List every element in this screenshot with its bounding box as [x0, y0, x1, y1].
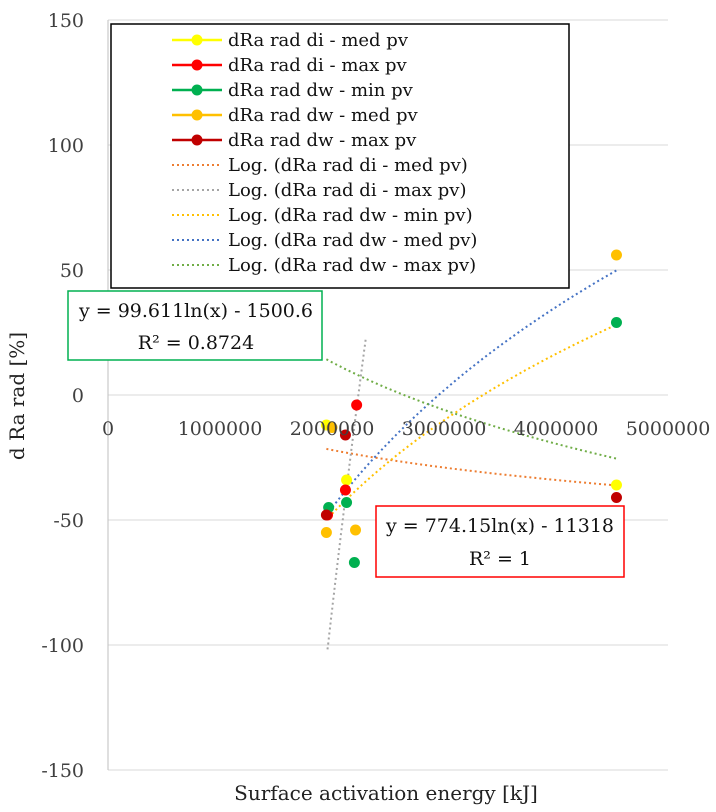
- data-point: [320, 527, 332, 538]
- annotation-equation: y = 99.611ln(x) - 1500.6: [78, 300, 313, 322]
- legend-label: dRa rad di - max pv: [228, 55, 408, 76]
- data-point: [341, 474, 353, 486]
- x-tick-label: 3000000: [402, 418, 487, 440]
- legend-box: [110, 23, 570, 289]
- tick-labels: 150 100 50 0 -50 -100 -150 0 1000000 2000000 30000…: [41, 10, 710, 782]
- annotation-box-red: [375, 505, 625, 578]
- y-axis-title: d Ra rad [%]: [5, 332, 29, 460]
- annotation-equation: y = 774.15ln(x) - 11318: [385, 515, 614, 537]
- legend: dRa rad di - med pv dRa rad di - max pv dR…: [110, 23, 570, 289]
- x-axis-title: Surface activation energy [kJ]: [234, 781, 538, 805]
- legend-label: dRa rad dw - max pv: [228, 130, 417, 151]
- legend-marker: [191, 84, 203, 96]
- legend-label: dRa rad di - med pv: [228, 30, 409, 51]
- legend-marker: [191, 59, 203, 71]
- data-point: [320, 509, 332, 521]
- y-tick-label: 150: [48, 10, 84, 32]
- trendline: [325, 358, 617, 460]
- x-tick-label: 1000000: [178, 418, 263, 440]
- data-point: [326, 422, 338, 433]
- legend-label: dRa rad dw - min pv: [228, 80, 414, 101]
- legend-label: Log. (dRa rad dw - max pv): [228, 255, 476, 276]
- y-tick-label: -50: [53, 510, 84, 532]
- data-point: [350, 524, 362, 536]
- data-points: [320, 249, 622, 568]
- legend-label: Log. (dRa rad dw - med pv): [228, 230, 477, 251]
- y-tick-label: -150: [41, 760, 84, 782]
- data-point: [351, 399, 363, 411]
- x-tick-label: 0: [102, 418, 114, 440]
- annotation-r-squared: R² = 0.8724: [138, 332, 254, 354]
- y-tick-label: 100: [48, 135, 84, 157]
- y-tick-label: 50: [60, 260, 84, 282]
- data-point: [610, 249, 622, 261]
- data-point: [339, 429, 351, 441]
- trendline-equation-di-max: y = 774.15ln(x) - 11318 R² = 1: [375, 505, 625, 578]
- legend-label: Log. (dRa rad dw - min pv): [228, 205, 473, 226]
- legend-marker: [191, 134, 203, 146]
- data-point: [341, 497, 353, 508]
- x-tick-label: 5000000: [626, 418, 711, 440]
- data-point: [339, 484, 351, 496]
- y-tick-label: 0: [72, 385, 84, 407]
- trendline: [326, 447, 617, 487]
- legend-marker: [191, 109, 203, 121]
- legend-label: Log. (dRa rad di - med pv): [228, 155, 468, 176]
- trendline: [326, 339, 367, 650]
- trendline: [325, 269, 617, 516]
- x-tick-label: 2000000: [290, 418, 375, 440]
- data-point: [610, 317, 622, 328]
- data-point: [610, 479, 622, 491]
- data-point: [348, 557, 360, 568]
- legend-marker: [191, 34, 203, 46]
- data-point: [610, 492, 622, 503]
- y-tick-label: -100: [41, 635, 84, 657]
- annotation-r-squared: R² = 1: [469, 548, 531, 570]
- legend-label: Log. (dRa rad di - max pv): [228, 180, 467, 201]
- trendlines: [325, 269, 617, 650]
- trendline: [327, 323, 617, 519]
- x-tick-label: 4000000: [514, 418, 599, 440]
- trendline-equation-di-med: y = 99.611ln(x) - 1500.6 R² = 0.8724: [67, 290, 323, 361]
- legend-label: dRa rad dw - med pv: [228, 105, 418, 126]
- annotation-box-green: [67, 290, 323, 361]
